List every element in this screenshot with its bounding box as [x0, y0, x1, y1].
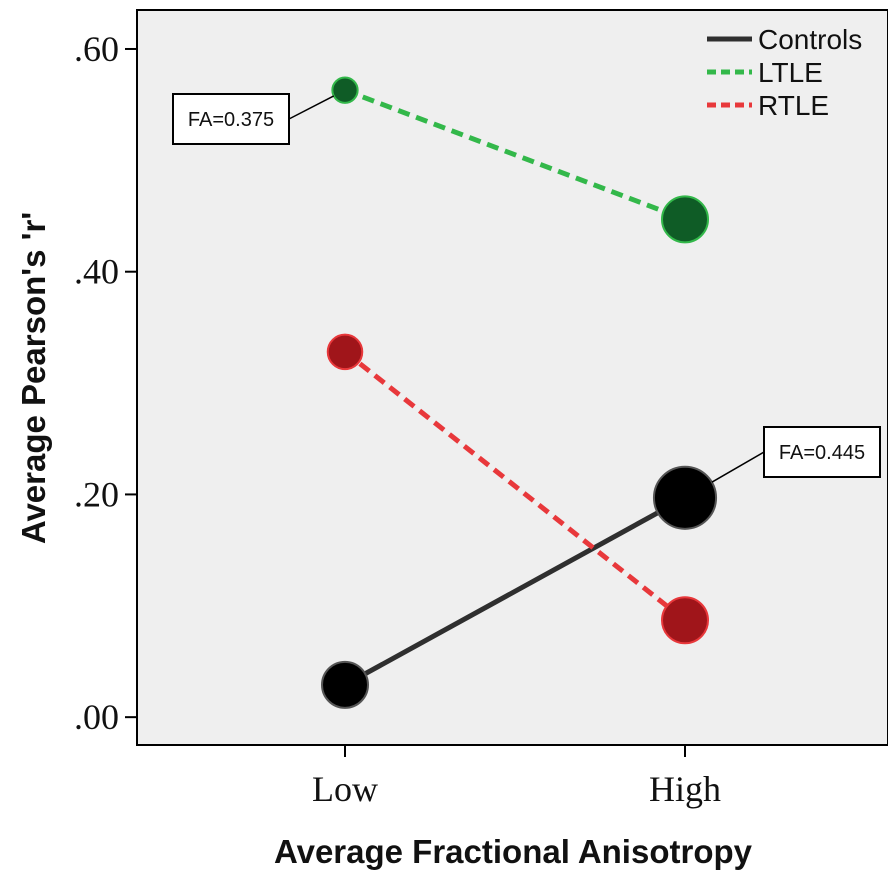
data-point-rtle [328, 335, 363, 370]
annotation-label: FA=0.375 [188, 109, 274, 131]
x-axis: Low High [312, 745, 721, 809]
y-tick-label: .00 [74, 697, 119, 737]
x-tick-label: High [649, 769, 721, 809]
data-point-rtle [662, 597, 708, 643]
y-axis-title: Average Pearson's 'r' [15, 212, 52, 544]
legend-label-controls: Controls [758, 24, 862, 55]
y-tick-label: .20 [74, 474, 119, 514]
x-tick-label: Low [312, 769, 378, 809]
data-point-ltle [662, 196, 708, 242]
y-tick-label: .40 [74, 252, 119, 292]
y-tick-label: .60 [74, 29, 119, 69]
data-point-ltle [332, 78, 357, 103]
annotation-label: FA=0.445 [779, 442, 865, 464]
y-axis: .00 .20 .40 .60 [74, 29, 137, 737]
legend-label-ltle: LTLE [758, 57, 823, 88]
data-point-controls [654, 467, 716, 529]
legend-label-rtle: RTLE [758, 90, 829, 121]
x-axis-title: Average Fractional Anisotropy [274, 833, 753, 870]
data-point-controls [322, 662, 368, 708]
